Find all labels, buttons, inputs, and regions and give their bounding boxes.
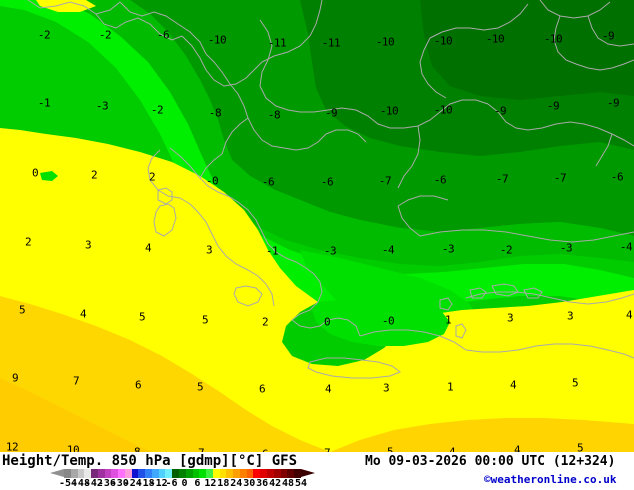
color-scale-tick-label: 48 [282, 478, 295, 489]
color-scale-swatch [104, 469, 112, 478]
color-scale-tick-label: 24 [230, 478, 243, 489]
color-scale-tick-label: 36 [256, 478, 269, 489]
color-scale-tick-label: -42 [84, 478, 103, 489]
color-scale-swatch [158, 469, 166, 478]
color-scale-swatch [165, 469, 173, 478]
field-band-yellow-topleft [36, 0, 96, 12]
color-scale-swatch [273, 469, 281, 478]
color-scale-tick-label: -24 [123, 478, 142, 489]
color-scale-swatch [212, 469, 220, 478]
color-scale-tick-label: -6 [165, 478, 178, 489]
color-scale-swatch [226, 469, 234, 478]
scale-arrow-left-icon [50, 469, 64, 477]
map-footer: Height/Temp. 850 hPa [gdmp][°C] GFS Mo 0… [0, 452, 634, 490]
field-band-gold [0, 296, 330, 452]
color-scale-tick-label: 12 [204, 478, 217, 489]
field-band-brightgreen [0, 0, 634, 310]
color-scale-tick-label: 30 [243, 478, 256, 489]
color-scale-swatch [111, 469, 119, 478]
color-scale-tick-label: -30 [110, 478, 129, 489]
color-scale-tick-label: -48 [71, 478, 90, 489]
weather-map-canvas[interactable]: -2 -2 -6 -10 -11 -11 -10 -10 -10 -10 -9 -1 -3 -2 -8 -8-… [0, 0, 634, 452]
color-scale-tick-label: 0 [181, 478, 188, 489]
color-scale-swatch [138, 469, 146, 478]
color-scale-tick-label: 18 [217, 478, 230, 489]
color-scale-swatch [91, 469, 98, 478]
color-scale-swatch [280, 469, 288, 478]
color-scale-swatch [206, 469, 213, 478]
color-scale-tick-label: 42 [269, 478, 282, 489]
field-band-gold-east [330, 418, 634, 452]
copyright-credit: ©weatheronline.co.uk [484, 473, 617, 486]
field-spot-green-small [40, 171, 58, 181]
color-scale-tick-label: 6 [194, 478, 201, 489]
coastline-overlay [27, 0, 634, 379]
color-scale-swatch [294, 469, 301, 478]
color-scale-tick-label: 54 [294, 478, 308, 489]
model-run-info: Mo 09-03-2026 00:00 UTC (12+324) [365, 454, 616, 469]
color-scale-swatch [253, 469, 261, 478]
field-band-green-lobe-south [312, 300, 450, 346]
color-scale-swatch [266, 469, 274, 478]
color-scale-swatch [185, 469, 193, 478]
field-band-green-mid [0, 0, 634, 266]
field-band-darkgreen-spot [420, 0, 634, 100]
field-band-gold-deep [0, 378, 152, 452]
color-scale-swatch [179, 469, 186, 478]
color-scale-swatch [118, 469, 125, 478]
color-scale-swatch [219, 469, 227, 478]
color-scale-swatch [64, 469, 71, 478]
color-scale-swatch [260, 469, 267, 478]
scale-arrow-right-icon [301, 469, 315, 477]
color-scale-swatch [131, 469, 139, 478]
color-scale-swatch [77, 469, 85, 478]
color-scale-swatch [124, 469, 132, 478]
color-scale-ticks: -54 -48 -42 -36 -30 -24 -18 -12 -6 0 6 12 18 24 30 36 42… [18, 478, 318, 490]
temperature-field [0, 0, 634, 452]
color-scale-swatch [199, 469, 207, 478]
color-scale-tick-label: -12 [149, 478, 168, 489]
color-scale-swatch [145, 469, 152, 478]
color-scale-tick-label: -18 [136, 478, 155, 489]
color-scale-swatch [151, 469, 159, 478]
color-scale-swatch [233, 469, 240, 478]
color-scale-tick-label: -54 [58, 478, 78, 489]
color-scale-swatch [192, 469, 200, 478]
color-scale-legend: -54 -48 -42 -36 -30 -24 -18 -12 -6 0 6 12 18 24 30 36 42… [18, 469, 318, 490]
color-scale-swatch [97, 469, 105, 478]
color-scale-bar [64, 469, 301, 478]
color-scale-swatch [287, 469, 295, 478]
map-title: Height/Temp. 850 hPa [gdmp][°C] GFS [2, 453, 298, 469]
color-scale-swatch [239, 469, 247, 478]
color-scale-swatch [246, 469, 254, 478]
color-scale-swatch [70, 469, 78, 478]
color-scale-tick-label: -36 [97, 478, 116, 489]
color-scale-swatch [172, 469, 180, 478]
color-scale-swatch [84, 469, 92, 478]
